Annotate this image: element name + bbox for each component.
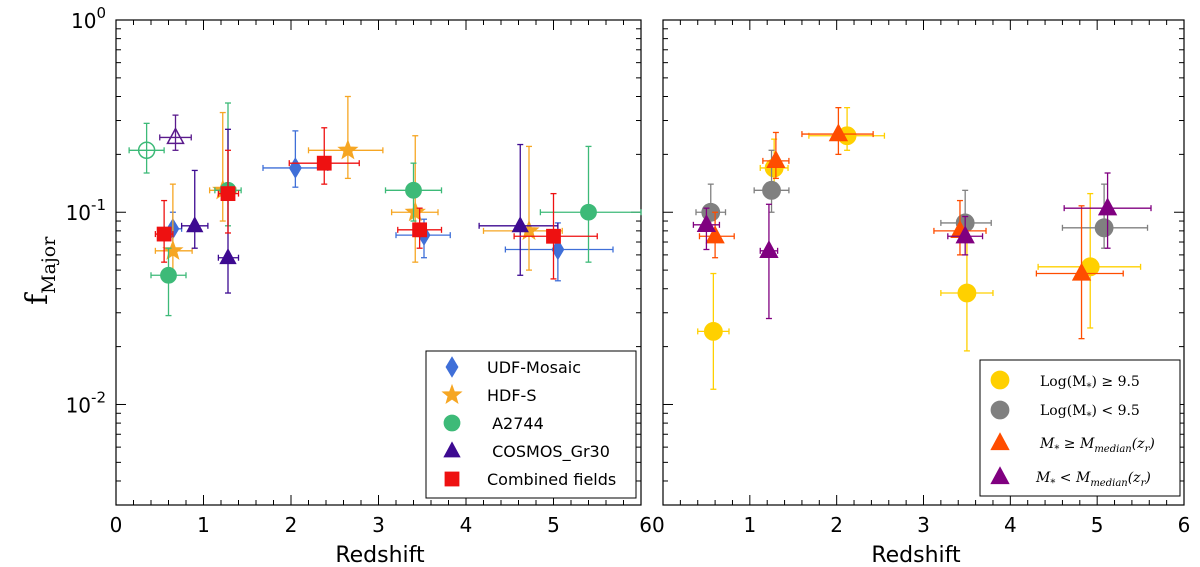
y-axis-label-main: f (20, 292, 55, 305)
data-point (337, 139, 359, 160)
left-legend-box (425, 350, 637, 499)
right-x-tick-label: 1 (743, 513, 756, 537)
data-point (220, 186, 236, 202)
left-x-tick-label: 3 (372, 513, 385, 537)
y-axis-label: fMajor (20, 236, 60, 305)
data-point (219, 248, 237, 265)
right-legend-box (979, 359, 1181, 497)
legend-label-logm-lt: Log(M*) < 9.5 (1040, 403, 1140, 422)
data-point (705, 225, 725, 244)
data-point (511, 216, 529, 233)
legend-label-a2744: A2744 (487, 414, 544, 433)
legend-label-mass-ge-median: M* ≥ Mmedian(zr) (1039, 436, 1155, 455)
legend-label-hdf-s: HDF-S (487, 386, 536, 405)
data-point (828, 123, 849, 142)
svg-text:fMajor: fMajor (20, 236, 60, 305)
data-point (580, 203, 597, 221)
left-x-corner-label: 60 (639, 513, 664, 537)
left-x-tick-label: 0 (110, 513, 123, 537)
data-point (546, 228, 561, 244)
data-point (696, 214, 717, 232)
right-x-tick-label: 5 (1091, 513, 1104, 537)
legend-marker-cosmos-gr30 (443, 441, 461, 458)
data-point (316, 155, 332, 171)
legend-label-cosmos-gr30: COSMOS_Gr30 (487, 442, 610, 462)
left-panel: 0 1 2 3 4 5 60 10-2 10-1 100 (66, 4, 665, 537)
legend-marker-hdf-s (441, 383, 463, 405)
data-point (703, 321, 723, 341)
left-x-tick-label: 2 (285, 513, 298, 537)
legend-marker-log-m-9-5 (990, 370, 1010, 390)
right-panel: 1 2 3 4 5 6 (662, 19, 1191, 537)
legend-label-combined-fields: Combined fields (487, 470, 616, 489)
data-point (766, 150, 786, 169)
legend-marker-combined-fields (444, 471, 460, 487)
left-x-tick-label: 4 (460, 513, 473, 537)
y-tick-label: 10-1 (66, 196, 106, 225)
right-series-log-m-9-5 (695, 149, 1149, 249)
data-point (288, 157, 302, 179)
left-x-axis-label: Redshift (335, 543, 425, 567)
right-x-tick-label: 6 (1178, 513, 1191, 537)
legend-marker-log-m-9-5 (990, 400, 1010, 420)
data-point (1071, 262, 1092, 281)
legend-marker-m-mmedian-zr (990, 466, 1010, 485)
data-point (137, 141, 156, 160)
left-x-tick-label: 5 (547, 513, 560, 537)
data-point (186, 216, 204, 233)
y-tick-label: 100 (71, 4, 106, 33)
legend-marker-a2744 (443, 414, 461, 432)
right-x-tick-label: 4 (1004, 513, 1017, 537)
right-x-tick-label: 3 (917, 513, 930, 537)
right-series-m-mmedian-zr (698, 106, 1124, 340)
legend-label-logm-ge: Log(M*) ≥ 9.5 (1040, 374, 1140, 393)
legend-marker-m-mmedian-zr (990, 432, 1010, 451)
data-point (1094, 218, 1114, 238)
data-point (412, 222, 428, 238)
data-point (759, 240, 779, 258)
data-point (957, 283, 977, 303)
left-x-tick-label: 1 (197, 513, 210, 537)
right-series-log-m-9-5 (697, 106, 1142, 390)
right-x-axis-label: Redshift (871, 543, 961, 567)
data-point (955, 225, 975, 244)
legend-label-mass-lt-median: M* < Mmedian(zr) (1035, 470, 1151, 489)
data-point (1097, 197, 1118, 216)
data-point (156, 226, 172, 242)
left-series-a2744 (150, 102, 642, 317)
y-tick-label: 10-2 (66, 388, 106, 417)
right-series-m-mmedian-zr (692, 172, 1152, 320)
data-point (166, 127, 185, 145)
data-point (405, 181, 422, 199)
data-point (160, 266, 177, 284)
left-series-hdf-s (154, 95, 563, 280)
left-legend: UDF-Mosaic HDF-S A2744 COSMOS_Gr30 Combi… (425, 350, 637, 499)
left-series-combined-fields (154, 127, 598, 280)
left-series-cosmos-gr30 (180, 128, 559, 294)
data-point (762, 180, 781, 200)
left-series-open-symbols (128, 114, 192, 174)
y-axis-label-subscript: Major (38, 236, 60, 294)
right-x-tick-label: 2 (830, 513, 843, 537)
legend-label-udf-mosaic: UDF-Mosaic (487, 358, 581, 377)
right-legend: Log(M*) ≥ 9.5 Log(M*) < 9.5 M* ≥ Mmedian… (979, 359, 1181, 497)
data-point (404, 201, 426, 222)
legend-marker-udf-mosaic (445, 356, 459, 378)
